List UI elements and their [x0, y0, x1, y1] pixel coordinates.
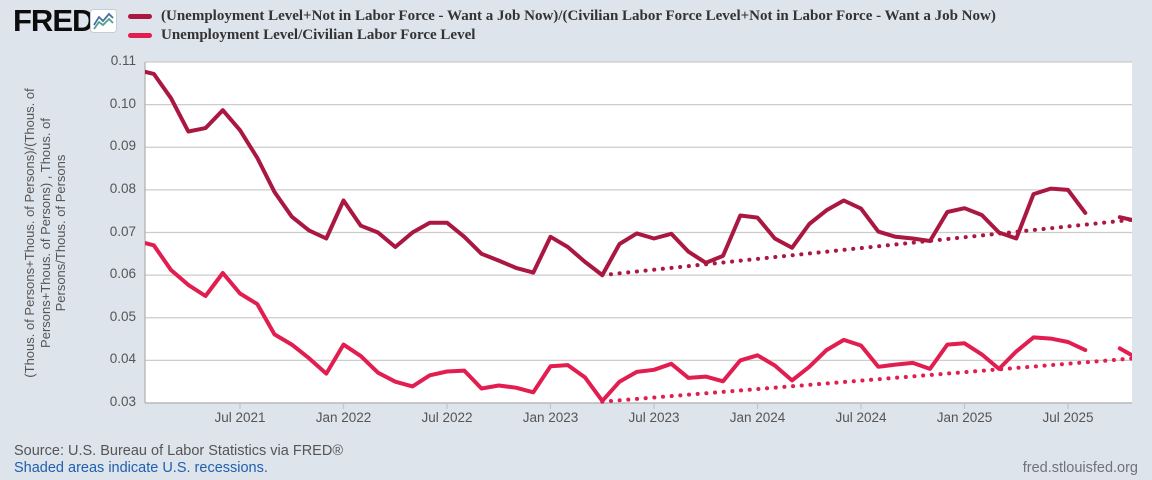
- recession-note-link[interactable]: Shaded areas indicate U.S. recessions.: [14, 460, 268, 476]
- x-axis-tick-label: Jan 2025: [936, 410, 993, 425]
- legend-item-broad-ratio: (Unemployment Level+Not in Labor Force -…: [128, 7, 996, 26]
- y-axis-tick-label: 0.11: [110, 53, 136, 68]
- y-axis-tick-label: 0.09: [109, 138, 136, 154]
- x-axis-tick-label: Jan 2023: [522, 410, 579, 425]
- y-axis-tick-label: 0.06: [109, 266, 136, 282]
- x-axis-tick-label: Jan 2022: [315, 410, 372, 425]
- chart-header: FRED ® (Unemployment Level+Not in Labor …: [0, 0, 1152, 52]
- sparkline-chart-icon: [90, 9, 117, 33]
- source-text: Source: U.S. Bureau of Labor Statistics …: [14, 443, 344, 459]
- legend-label-unemployment-ratio[interactable]: Unemployment Level/Civilian Labor Force …: [161, 27, 476, 43]
- x-axis-tick-label: Jul 2024: [835, 410, 887, 425]
- legend-swatch-broad-ratio: [128, 14, 152, 19]
- y-axis-tick-label: 0.03: [109, 394, 136, 409]
- y-axis-tick-label: 0.05: [109, 308, 136, 324]
- series-line-ratio-u3: [1117, 346, 1132, 358]
- fred-logo-text: FRED: [13, 3, 94, 38]
- series-line-ratio-broad: [145, 69, 1088, 278]
- series-line-trend-u3: [600, 356, 1132, 404]
- x-axis-tick-label: Jul 2023: [628, 410, 680, 425]
- series-line-trend-broad: [600, 217, 1132, 278]
- legend: (Unemployment Level+Not in Labor Force -…: [128, 7, 996, 45]
- legend-swatch-unemployment-ratio: [128, 33, 152, 38]
- series-line-ratio-u3: [145, 241, 1088, 403]
- y-axis-tick-label: 0.10: [109, 95, 136, 111]
- y-axis-tick-label: 0.08: [109, 180, 136, 196]
- x-axis-tick-label: Jul 2022: [421, 410, 473, 425]
- x-axis-tick-label: Jan 2024: [729, 410, 786, 425]
- fred-site-link[interactable]: fred.stlouisfed.org: [1022, 460, 1138, 476]
- y-axis-tick-label: 0.04: [109, 351, 136, 367]
- legend-label-broad-ratio[interactable]: (Unemployment Level+Not in Labor Force -…: [161, 8, 996, 24]
- x-axis-tick-label: Jul 2021: [214, 410, 266, 425]
- x-axis-tick-label: Jul 2025: [1042, 410, 1094, 425]
- y-axis-tick-label: 0.07: [109, 223, 136, 239]
- legend-item-unemployment-ratio: Unemployment Level/Civilian Labor Force …: [128, 26, 996, 45]
